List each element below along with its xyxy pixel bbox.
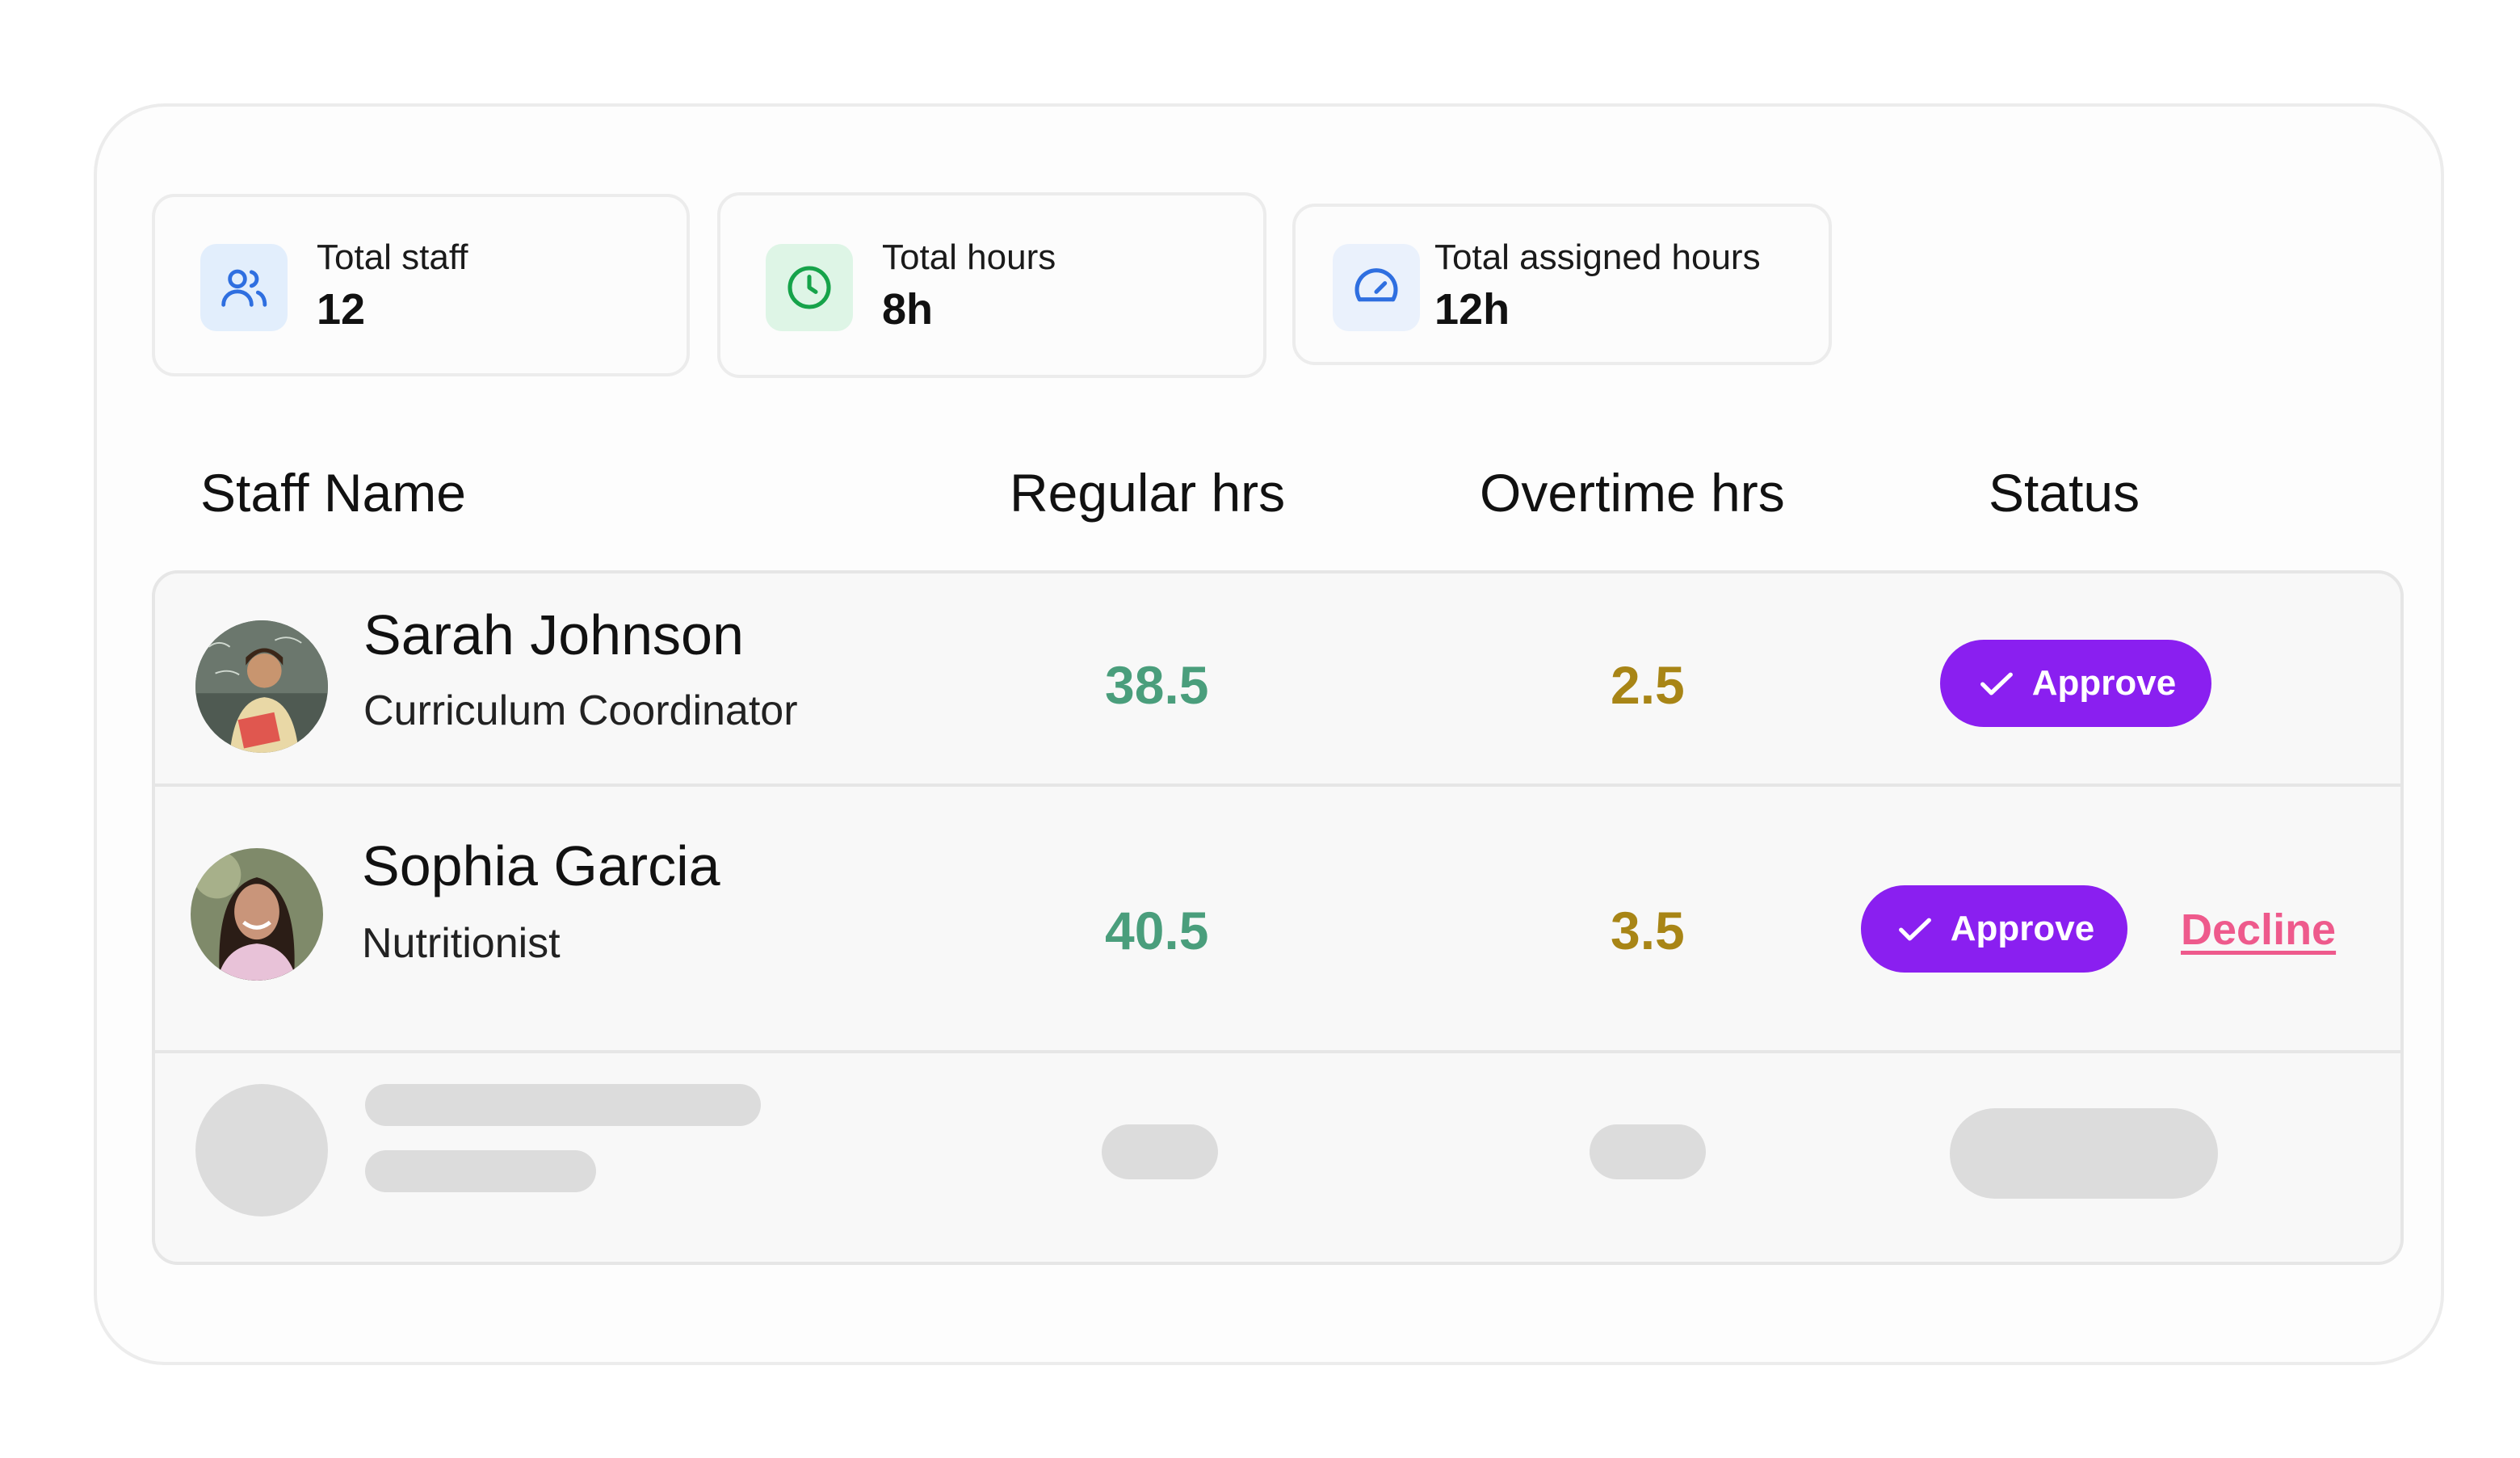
stat-value: 8h	[882, 285, 934, 334]
overtime-hours: 3.5	[1611, 901, 1685, 960]
row-divider	[155, 784, 2400, 787]
skeleton-name	[365, 1084, 761, 1126]
staff-table: Sarah Johnson Curriculum Coordinator 38.…	[152, 570, 2404, 1265]
avatar	[195, 620, 328, 753]
overtime-hours: 2.5	[1611, 655, 1685, 715]
column-header-status: Status	[1989, 463, 2140, 523]
check-icon	[1898, 918, 1931, 941]
skeleton-status-button	[1950, 1108, 2218, 1199]
column-header-overtime-hrs: Overtime hrs	[1480, 463, 1785, 523]
stat-label: Total assigned hours	[1434, 237, 1761, 277]
skeleton-role	[365, 1150, 596, 1192]
avatar	[191, 848, 323, 981]
users-icon	[200, 244, 288, 331]
stat-card-total-staff: Total staff 12	[152, 194, 690, 376]
approve-button[interactable]: Approve	[1940, 640, 2211, 727]
skeleton-overtime-hours	[1590, 1124, 1706, 1179]
staff-name: Sarah Johnson	[363, 603, 744, 666]
stat-label: Total hours	[882, 237, 1056, 277]
staff-name: Sophia Garcia	[362, 834, 720, 897]
staff-role: Curriculum Coordinator	[363, 687, 798, 734]
stat-card-total-hours: Total hours 8h	[717, 192, 1266, 378]
clock-icon	[766, 244, 853, 331]
stat-value: 12h	[1434, 285, 1510, 334]
column-header-staff-name: Staff Name	[200, 463, 466, 523]
check-icon	[1980, 672, 2013, 695]
stat-label: Total staff	[317, 237, 468, 277]
gauge-icon	[1333, 244, 1420, 331]
staff-role: Nutritionist	[362, 920, 561, 967]
row-divider	[155, 1050, 2400, 1053]
approve-button[interactable]: Approve	[1861, 885, 2127, 973]
approve-label: Approve	[1950, 909, 2095, 948]
column-header-regular-hrs: Regular hrs	[1010, 463, 1286, 523]
regular-hours: 40.5	[1105, 901, 1209, 960]
stat-card-total-assigned-hours: Total assigned hours 12h	[1292, 204, 1832, 365]
regular-hours: 38.5	[1105, 655, 1209, 715]
decline-button[interactable]: Decline	[2181, 905, 2337, 954]
stat-value: 12	[317, 285, 366, 334]
approve-label: Approve	[2031, 663, 2177, 703]
skeleton-avatar	[195, 1084, 328, 1216]
skeleton-regular-hours	[1102, 1124, 1218, 1179]
